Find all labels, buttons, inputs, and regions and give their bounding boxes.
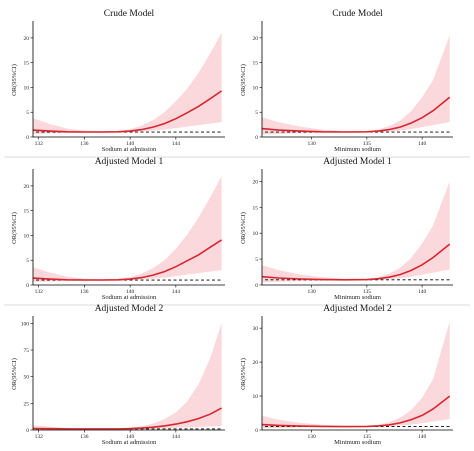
panel-3-y-tick-label: 15 [24,209,30,215]
panel-5-x-tick-label: 144 [172,434,181,440]
panel-6-x-tick-label: 135 [363,434,372,440]
panel-5-y-tick-label: 25 [24,401,30,407]
panel-1-x-tick-label: 136 [80,141,89,147]
panel-6-x-axis-label: Minimum sodium [334,439,381,446]
panel-6-ci-band [262,321,450,429]
panel-2-y-tick-label: 15 [253,61,259,67]
panel-4-y-tick-label: 0 [255,283,258,289]
panel-5-y-tick-label: 75 [24,348,30,354]
panel-2-x-axis-label: Minimum sodium [334,146,381,153]
panel-4-ci-band [262,181,450,283]
panel-2-y-tick-label: 0 [255,135,258,141]
panel-3-x-tick-label: 136 [80,289,89,295]
panel-5-y-axis-label: OR(95%CI) [11,358,18,390]
panel-2-title: Crude Model [332,9,383,19]
panel-1-x-tick-label: 144 [172,141,181,147]
panel-3: Adjusted Model 1 0 5 10 15 20 132 136 140 144 Sodi… [11,157,225,301]
panel-5-ci-band [33,323,222,430]
panel-3-y-tick-label: 10 [24,233,30,239]
panel-3-y-tick-label: 5 [26,258,29,264]
panel-1-x-axis-label: Sodium at admission [102,146,157,153]
panel-3-y-axis-label: OR(95%CI) [11,212,18,244]
panel-2-or-line [261,96,451,133]
panel-5-x-tick-label: 136 [80,434,89,440]
panel-5-or-line [32,407,222,430]
panel-4-y-tick-label: 20 [253,179,259,185]
panel-5-y-tick-label: 0 [26,428,29,434]
panel-4-y-tick-label: 15 [253,205,259,211]
panel-2-y-tick-label: 10 [253,85,259,91]
panel-6-y-tick-label: 10 [253,394,259,400]
panel-5-x-tick-label: 132 [35,434,44,440]
panel-4-y-tick-label: 10 [253,231,259,237]
panel-6-y-tick-label: 30 [253,326,259,332]
panel-4-x-tick-label: 135 [363,289,372,295]
panel-3-title: Adjusted Model 1 [95,157,164,167]
panel-5-y-tick-label: 100 [21,321,30,327]
panel-4: Adjusted Model 1 0 5 10 15 20 130 135 140 Minimum… [240,157,453,301]
panel-4-x-tick-label: 140 [418,289,427,295]
panel-2-x-tick-label: 140 [418,141,427,147]
panel-6-x-tick-label: 140 [418,434,427,440]
panel-2: Crude Model 0 5 10 15 20 130 135 140 Minimum sodi… [240,9,453,153]
panel-4-y-axis-label: OR(95%CI) [240,212,247,244]
panel-4-y-tick-label: 5 [255,257,258,263]
panel-1-ci-band [33,32,222,134]
panel-1-y-tick-label: 15 [24,61,30,67]
panel-3-y-tick-label: 0 [26,283,29,289]
panel-6-y-tick-label: 0 [255,428,258,434]
panel-3-ci-band [33,176,222,282]
panel-1-x-tick-label: 140 [126,141,135,147]
panel-4-title: Adjusted Model 1 [323,157,392,167]
panel-4-x-axis-label: Minimum sodium [334,294,381,301]
panel-4-x-tick-label: 130 [308,289,317,295]
panel-6-y-axis-label: OR(95%CI) [240,358,247,390]
panel-1-or-line [32,90,223,133]
panel-1-y-tick-label: 0 [26,135,29,141]
panel-6-y-tick-label: 20 [253,360,259,366]
panel-1-y-tick-label: 10 [24,85,30,91]
panel-3-x-axis-label: Sodium at admission [102,294,157,301]
panel-1-y-axis-label: OR(95%CI) [11,64,18,96]
panel-2-ci-band [262,35,450,135]
panel-3-or-line [32,239,223,281]
panel-6: Adjusted Model 2 0 10 20 30 130 135 140 Minimum … [240,304,453,446]
panel-2-y-tick-label: 20 [253,36,259,42]
panel-5-title: Adjusted Model 2 [95,304,164,314]
panel-2-x-tick-label: 135 [363,141,372,147]
panel-5-x-axis-label: Sodium at admission [102,439,157,446]
panel-6-or-line [261,395,451,428]
panel-1-x-tick-label: 132 [35,141,44,147]
panel-1-title: Crude Model [104,9,155,19]
panel-3-x-tick-label: 144 [172,289,181,295]
panel-6-title: Adjusted Model 2 [323,304,392,314]
panel-4-or-line [261,243,451,281]
panel-3-x-tick-label: 132 [35,289,44,295]
panel-3-y-tick-label: 20 [24,184,30,190]
panel-2-y-tick-label: 5 [255,110,258,116]
panel-5-x-tick-label: 140 [126,434,135,440]
panel-3-x-tick-label: 140 [126,289,135,295]
panel-6-x-tick-label: 130 [308,434,317,440]
panel-1-y-tick-label: 5 [26,110,29,116]
panel-1-y-tick-label: 20 [24,36,30,42]
panel-5: Adjusted Model 2 0 25 50 75 100 132 136 140 144 So… [11,304,225,446]
panel-2-x-tick-label: 130 [308,141,317,147]
panel-2-y-axis-label: OR(95%CI) [240,64,247,96]
panel-5-y-tick-label: 50 [24,375,30,381]
panel-1: Crude Model 0 5 10 15 20 132 136 140 144 Sodium at… [11,9,225,153]
